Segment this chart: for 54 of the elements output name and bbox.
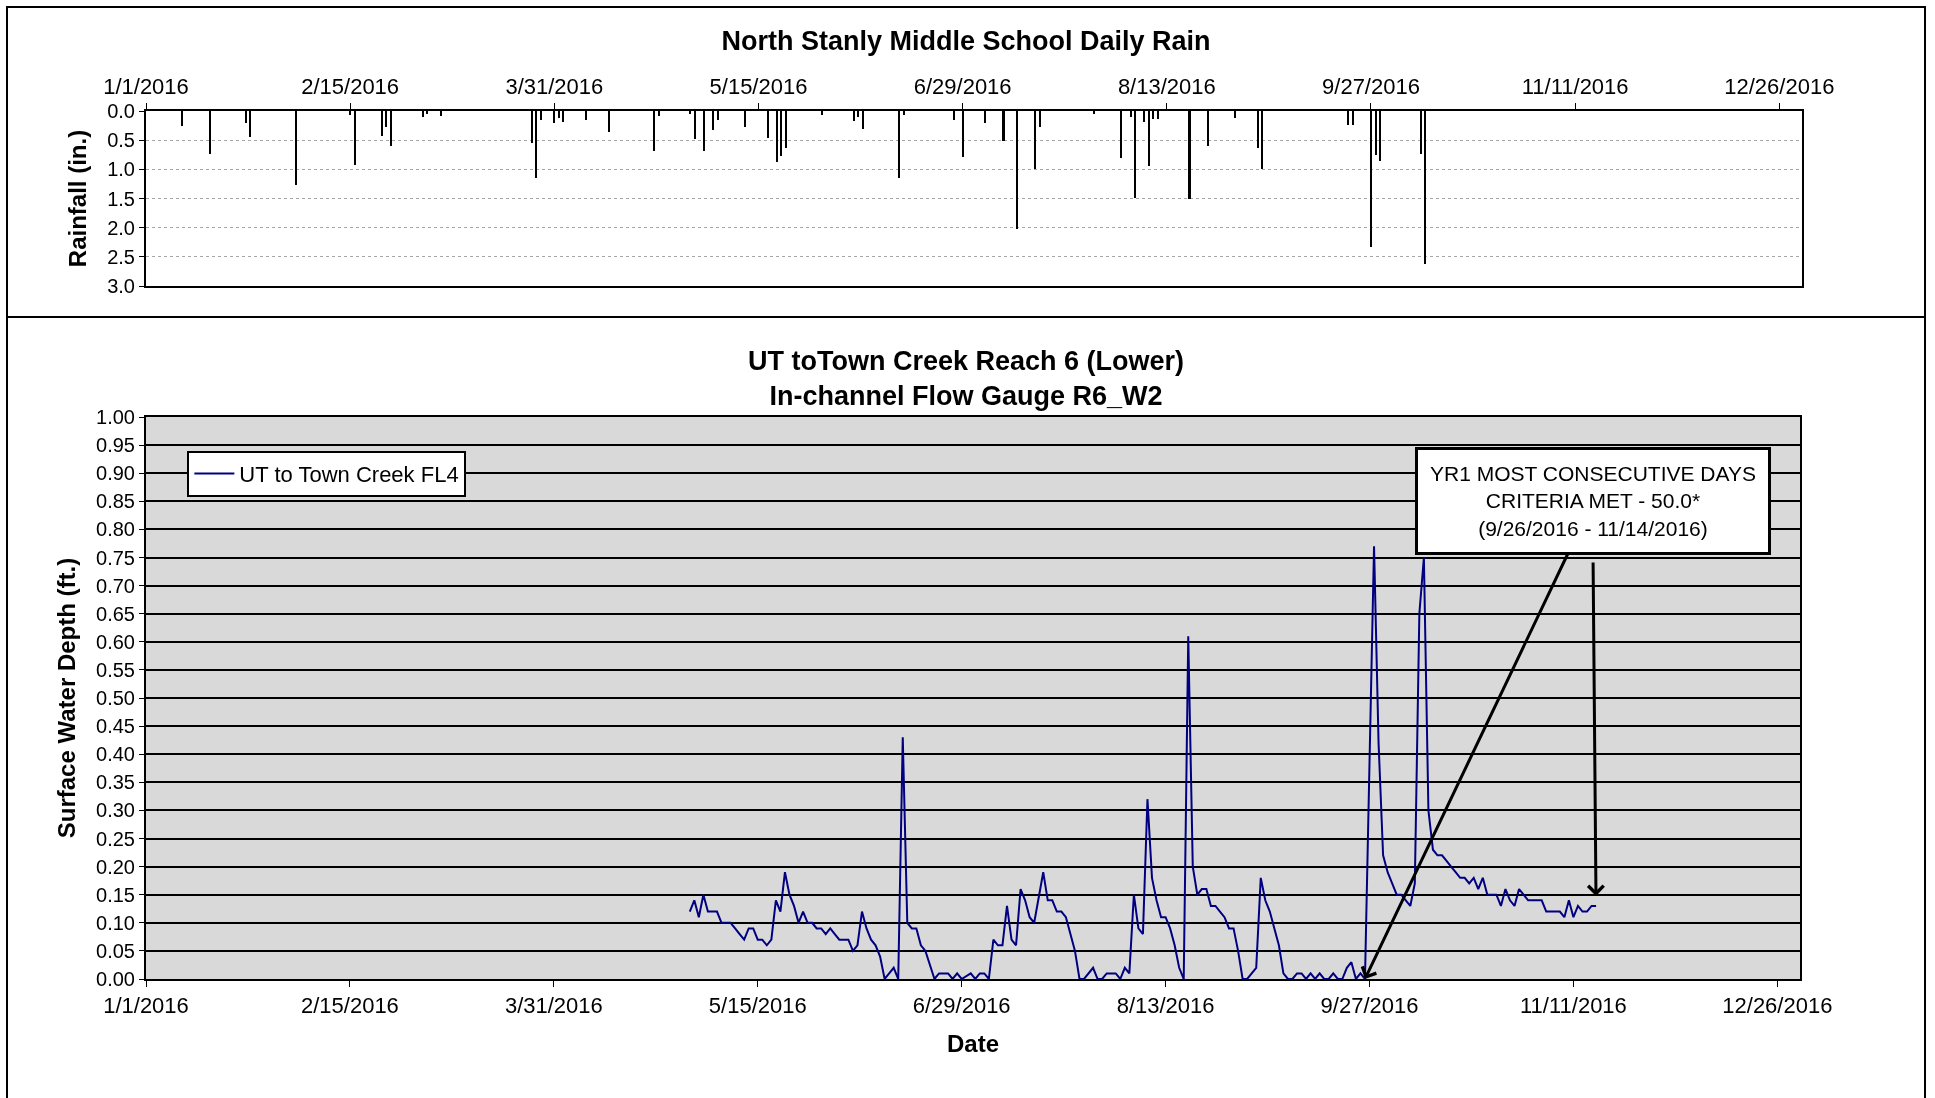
y-tick-label: 0.95	[96, 434, 135, 457]
y-tick-label: 0.0	[107, 100, 135, 122]
y-tick-label: 0.75	[96, 546, 135, 569]
x-tick-label: 6/29/2016	[913, 74, 1012, 100]
y-tick-label: 0.40	[96, 743, 135, 766]
y-tick-label: 0.90	[96, 462, 135, 485]
x-tick-label: 3/31/2016	[504, 993, 603, 1019]
x-tick-label: 8/13/2016	[1116, 993, 1215, 1019]
x-tick-label: 11/11/2016	[1521, 74, 1629, 100]
x-tick-label: 5/15/2016	[708, 993, 807, 1019]
x-tick-label: 6/29/2016	[912, 993, 1011, 1019]
y-tick-label: 0.05	[96, 939, 135, 962]
y-tick-label: 1.5	[107, 187, 135, 210]
y-axis-title: Rainfall (in.)	[63, 129, 91, 268]
y-tick-label: 0.55	[96, 658, 135, 681]
y-tick-label: 0.70	[96, 574, 135, 597]
y-tick-label: 0.60	[96, 630, 135, 653]
y-tick-label: 0.85	[96, 490, 135, 513]
y-tick-label: 0.45	[96, 715, 135, 738]
y-tick-label: 1.0	[107, 158, 135, 181]
legend-label: UT to Town Creek FL4	[239, 462, 459, 488]
y-tick-label: 0.20	[96, 855, 135, 878]
y-tick-label: 0.25	[96, 827, 135, 850]
x-tick-label: 1/1/2016	[103, 993, 189, 1019]
x-tick-label: 5/15/2016	[709, 74, 808, 100]
chart-title: North Stanly Middle School Daily Rain	[721, 26, 1211, 57]
x-tick-label: 12/26/2016	[1722, 993, 1833, 1019]
x-tick-label: 2/15/2016	[301, 74, 400, 100]
x-tick-label: 1/1/2016	[103, 74, 189, 100]
y-tick-label: 1.00	[96, 406, 135, 428]
y-tick-label: 0.65	[96, 602, 135, 625]
y-axis-title: Surface Water Depth (ft.)	[52, 557, 80, 839]
x-tick-label: 8/13/2016	[1117, 74, 1216, 100]
y-tick-label: 3.0	[107, 275, 135, 297]
y-tick-label: 0.30	[96, 799, 135, 822]
x-tick-label: 3/31/2016	[505, 74, 604, 100]
y-tick-label: 2.0	[107, 216, 135, 239]
y-tick-label: 0.15	[96, 883, 135, 906]
x-axis-title: Date	[946, 1030, 1000, 1058]
x-tick-label: 2/15/2016	[300, 993, 399, 1019]
annotation: YR1 MOST CONSECUTIVE DAYS CRITERIA MET - 50.0* (9/26/2016 - 11/14/2016)	[1430, 462, 1756, 540]
x-tick-label: 9/27/2016	[1322, 74, 1420, 100]
x-tick-label: 11/11/2016	[1520, 993, 1627, 1019]
x-tick-label: 9/27/2016	[1320, 993, 1419, 1019]
x-tick-label: 12/26/2016	[1724, 74, 1835, 100]
y-tick-label: 2.5	[107, 245, 135, 268]
y-tick-label: 0.00	[96, 968, 135, 990]
y-tick-label: 0.5	[107, 129, 135, 152]
y-tick-label: 0.10	[96, 911, 135, 934]
chart-title: UT toTown Creek Reach 6 (Lower) In-channel Flow Gauge R6_W2	[747, 346, 1185, 412]
y-tick-label: 0.80	[96, 518, 135, 541]
y-tick-label: 0.50	[96, 687, 135, 709]
line-series	[688, 545, 1598, 979]
y-tick-label: 0.35	[96, 771, 135, 794]
